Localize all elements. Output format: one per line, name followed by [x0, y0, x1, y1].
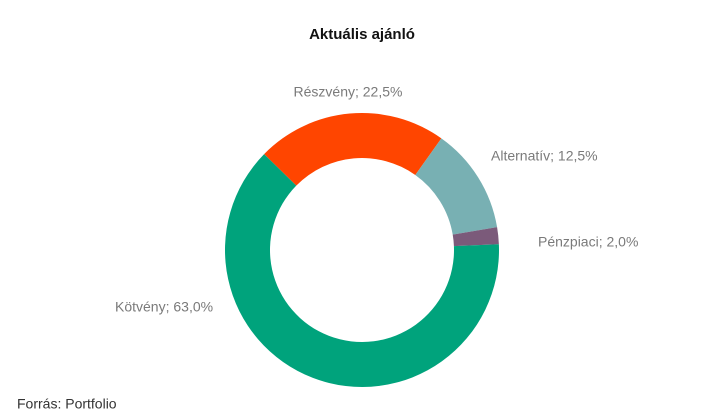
data-label: Alternatív; 12,5% [491, 148, 598, 164]
donut-segment [415, 138, 498, 235]
data-label: Részvény; 22,5% [294, 84, 403, 100]
donut-segment [224, 154, 500, 388]
data-label: Pénzpiaci; 2,0% [538, 234, 638, 250]
donut-segment [452, 227, 499, 247]
source: Forrás: Portfolio [17, 396, 117, 412]
donut-segment [264, 113, 442, 186]
chart-title: Aktuális ajánló [309, 26, 415, 43]
data-label: Kötvény; 63,0% [115, 299, 213, 315]
